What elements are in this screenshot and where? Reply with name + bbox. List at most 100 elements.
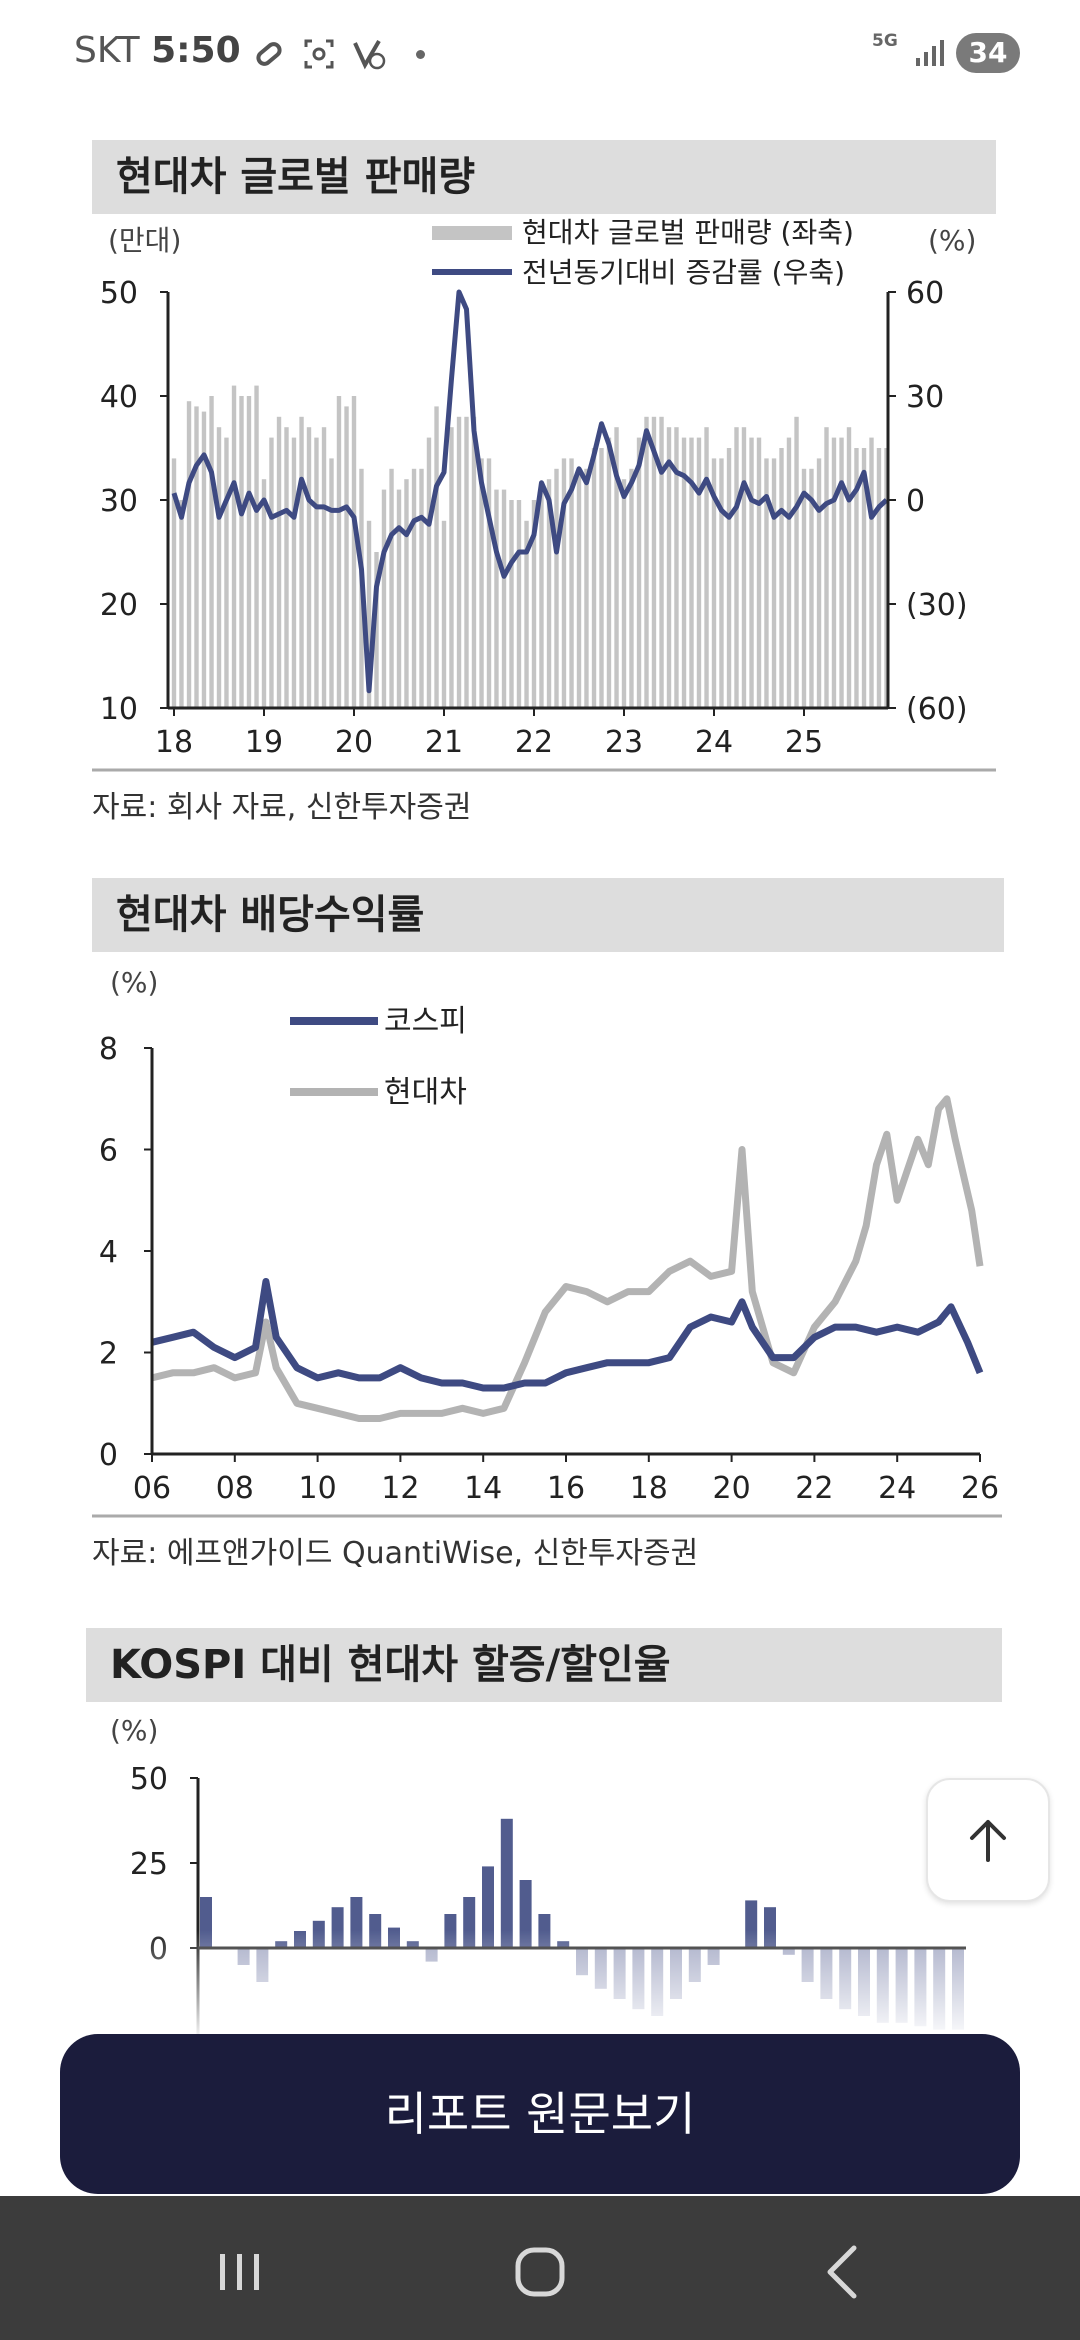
- left-unit-label: (만대): [108, 224, 181, 257]
- sales-bar: [824, 427, 829, 708]
- scroll-top-button[interactable]: [926, 1778, 1050, 1902]
- y-left-tick-label: 40: [100, 380, 138, 415]
- sales-bar: [464, 416, 469, 708]
- sales-bar: [651, 416, 657, 708]
- sales-bar: [426, 437, 432, 708]
- chart1-source: 자료: 회사 자료, 신한투자증권: [92, 790, 472, 825]
- sales-bar: [704, 427, 709, 708]
- sales-bar: [816, 458, 822, 708]
- x-tick-label: 16: [547, 1471, 585, 1506]
- sales-bar: [666, 427, 672, 708]
- legend-bar-swatch: [432, 226, 512, 240]
- sales-bar: [389, 468, 394, 708]
- x-tick-label: 22: [795, 1471, 833, 1506]
- chart2-source: 자료: 에프앤가이드 QuantiWise, 신한투자증권: [92, 1536, 699, 1571]
- home-icon[interactable]: [500, 2232, 580, 2312]
- sales-bar: [659, 416, 664, 708]
- sales-bar: [404, 479, 409, 708]
- x-tick-label: 22: [515, 725, 553, 760]
- sales-bar: [186, 401, 192, 708]
- sales-bar: [786, 437, 792, 708]
- right-unit-label: (%): [928, 224, 976, 257]
- sales-bar: [554, 468, 559, 708]
- sales-bar: [846, 427, 852, 708]
- sales-bar: [321, 427, 327, 708]
- sales-bar: [636, 437, 642, 708]
- sales-bar: [711, 458, 717, 708]
- carrier-time: SKT 5:50: [74, 30, 241, 71]
- y-tick-label: 4: [99, 1235, 118, 1270]
- sales-bar: [644, 416, 649, 708]
- y-left-tick-label: 50: [100, 276, 138, 311]
- notification-icons: [252, 34, 425, 74]
- y-left-tick-label: 10: [100, 692, 138, 727]
- sales-bar: [516, 500, 522, 708]
- sales-bar: [606, 437, 612, 708]
- y-left-tick-label: 30: [100, 484, 138, 519]
- sales-bar: [374, 552, 379, 708]
- sales-bar: [344, 406, 349, 708]
- sales-bar: [681, 437, 687, 708]
- sales-bar: [194, 406, 199, 708]
- x-tick-label: 25: [785, 725, 823, 760]
- sales-bar: [741, 427, 747, 708]
- sales-bar: [674, 427, 679, 708]
- sales-bar: [224, 437, 229, 708]
- y-tick-label: 6: [99, 1134, 118, 1169]
- sales-bar: [801, 468, 807, 708]
- sales-bar: [779, 448, 784, 708]
- sales-bar: [831, 437, 837, 708]
- legend-kospi-label: 코스피: [384, 1004, 467, 1039]
- sales-bar: [329, 458, 334, 708]
- link-icon: [256, 42, 282, 66]
- sales-bar: [381, 489, 387, 708]
- y-left-tick-label: 20: [100, 588, 138, 623]
- y-tick-label: 8: [99, 1032, 118, 1067]
- report-original-button[interactable]: 리포트 원문보기: [60, 2034, 1020, 2194]
- x-tick-label: 24: [878, 1471, 916, 1506]
- bottom-fade: [0, 1930, 1080, 2040]
- sales-bar: [254, 385, 259, 708]
- yoy-growth-line: [171, 289, 889, 694]
- y-right-tick-label: 0: [906, 484, 925, 519]
- sales-bar: [366, 520, 372, 708]
- sales-bar: [734, 427, 739, 708]
- sales-bar: [179, 500, 184, 708]
- sales-bar: [396, 489, 402, 708]
- sales-bar: [629, 468, 634, 708]
- x-tick-label: 18: [155, 725, 193, 760]
- sales-bar: [209, 396, 214, 708]
- sales-bar: [854, 448, 859, 708]
- y-right-tick-label: (30): [906, 588, 968, 623]
- sales-bar: [569, 458, 574, 708]
- sales-bar: [884, 448, 889, 708]
- x-tick-label: 18: [630, 1471, 668, 1506]
- y-tick-label: 25: [130, 1847, 168, 1882]
- sales-bar: [471, 416, 477, 708]
- clock: 5:50: [151, 30, 241, 71]
- sales-bar: [696, 437, 702, 708]
- sales-bar: [494, 489, 499, 708]
- sales-bar: [276, 416, 282, 708]
- sales-bar: [546, 479, 552, 708]
- legend-hyundai-label: 현대차: [384, 1075, 467, 1110]
- sales-bar: [441, 520, 447, 708]
- x-tick-label: 19: [245, 725, 283, 760]
- sales-bar: [749, 437, 754, 708]
- notification-dot-icon: [416, 49, 425, 59]
- sales-bar: [561, 458, 567, 708]
- sales-bar: [246, 396, 252, 708]
- status-bar: SKT 5:50 5G 34: [0, 0, 1080, 110]
- sales-bar: [599, 448, 604, 708]
- sales-bar: [314, 437, 319, 708]
- back-icon[interactable]: [804, 2232, 884, 2312]
- y-tick-label: 50: [130, 1762, 168, 1797]
- recents-icon[interactable]: [200, 2232, 280, 2312]
- sales-bar: [486, 458, 492, 708]
- sales-bar: [726, 448, 732, 708]
- sales-bar: [876, 448, 882, 708]
- sales-bar: [771, 458, 777, 708]
- legend-line-label: 전년동기대비 증감률 (우축): [522, 256, 845, 289]
- sales-bar: [501, 489, 507, 708]
- sales-bar: [216, 427, 222, 708]
